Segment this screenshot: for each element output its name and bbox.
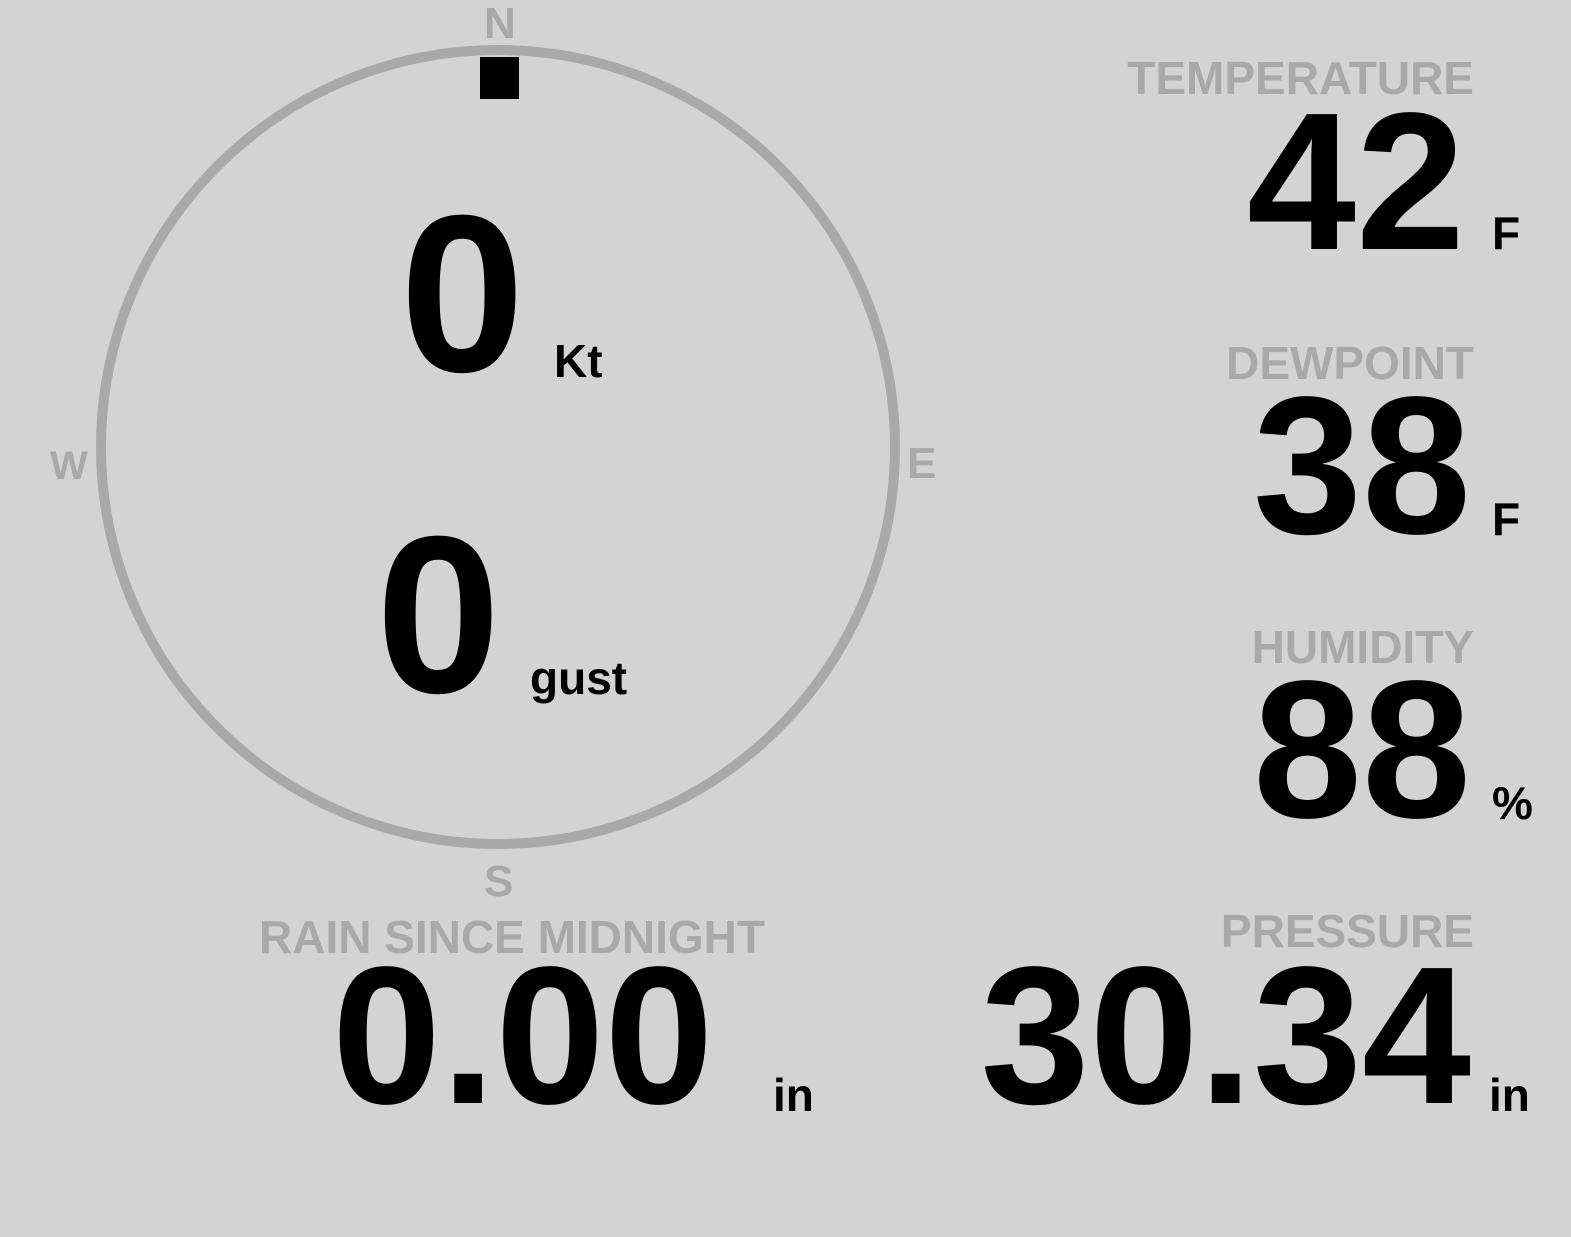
compass-north: N: [484, 0, 516, 48]
temperature-unit: F: [1492, 207, 1521, 259]
rain-label: RAIN SINCE MIDNIGHT: [259, 911, 765, 963]
dewpoint-unit: F: [1492, 493, 1521, 545]
temperature-value: 42: [1246, 72, 1465, 291]
wind-speed-value: 0: [400, 169, 525, 419]
temperature-label: TEMPERATURE: [1127, 52, 1474, 104]
pressure-unit: in: [1489, 1069, 1530, 1121]
wind-speed-unit: Kt: [554, 335, 603, 387]
wind-gust-unit: gust: [530, 652, 628, 704]
compass-east: E: [907, 439, 937, 488]
compass-dial: [96, 45, 900, 849]
dewpoint-label: DEWPOINT: [1226, 337, 1474, 389]
humidity-unit: %: [1492, 777, 1533, 829]
compass-south: S: [484, 857, 514, 906]
rain-unit: in: [773, 1069, 814, 1121]
wind-gust-value: 0: [376, 490, 501, 740]
pressure-value: 30.34: [980, 926, 1471, 1145]
humidity-label: HUMIDITY: [1251, 621, 1474, 673]
compass-west: W: [50, 444, 88, 488]
dewpoint-value: 38: [1252, 356, 1471, 575]
pressure-label: PRESSURE: [1220, 905, 1474, 957]
wind-direction-marker: [480, 57, 519, 99]
humidity-value: 88: [1252, 640, 1471, 859]
rain-value: 0.00: [332, 926, 714, 1145]
compass-ring: [96, 45, 900, 849]
